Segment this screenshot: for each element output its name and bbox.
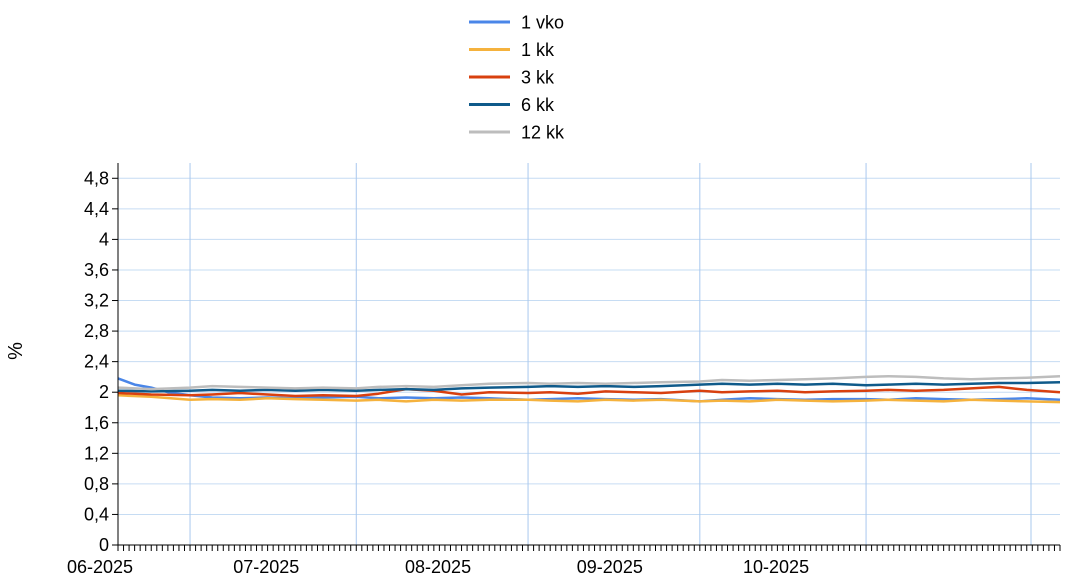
y-tick-label: 0,4 (84, 504, 109, 524)
y-tick-label: 3,2 (84, 291, 109, 311)
x-tick-label: 10-2025 (743, 557, 809, 577)
y-tick-label: 4,4 (84, 199, 109, 219)
legend-label: 1 vko (521, 13, 564, 33)
x-tick-label: 06-2025 (67, 557, 133, 577)
series-line-3-kk (117, 385, 1061, 398)
x-tick-label: 08-2025 (405, 557, 471, 577)
gridlines (118, 163, 1060, 545)
plot-area (118, 163, 1060, 545)
legend-label: 12 kk (521, 123, 565, 143)
y-tick-label: 1,2 (84, 443, 109, 463)
series-lines (117, 374, 1061, 404)
series-line-12-kk (117, 374, 1061, 391)
y-tick-label: 0,8 (84, 474, 109, 494)
series-line-6-kk (117, 381, 1061, 393)
y-tick-label: 4,8 (84, 168, 109, 188)
y-tick-label: 2 (99, 382, 109, 402)
y-tick-label: 1,6 (84, 413, 109, 433)
legend-label: 1 kk (521, 40, 555, 60)
legend-label: 6 kk (521, 95, 555, 115)
y-tick-label: 2,4 (84, 352, 109, 372)
x-tick-label: 09-2025 (577, 557, 643, 577)
y-tick-label: 0 (99, 535, 109, 555)
x-axis-ticks: 06-2025 07-2025 08-2025 09-2025 10-2025 (67, 545, 1061, 577)
series-line-1-kk (117, 394, 1061, 404)
x-tick-label: 07-2025 (233, 557, 299, 577)
y-tick-label: 2,8 (84, 321, 109, 341)
legend-label: 3 kk (521, 68, 555, 88)
y-axis-title: % (5, 342, 27, 360)
y-tick-label: 3,6 (84, 260, 109, 280)
y-axis-ticks: 0 0,4 0,8 1,2 1,6 2 2,4 2,8 3,2 3,6 4 4,4 4,8 (84, 168, 118, 555)
y-tick-label: 4 (99, 229, 109, 249)
legend: 1 vko 1 kk 3 kk 6 kk 12 kk (469, 13, 565, 143)
